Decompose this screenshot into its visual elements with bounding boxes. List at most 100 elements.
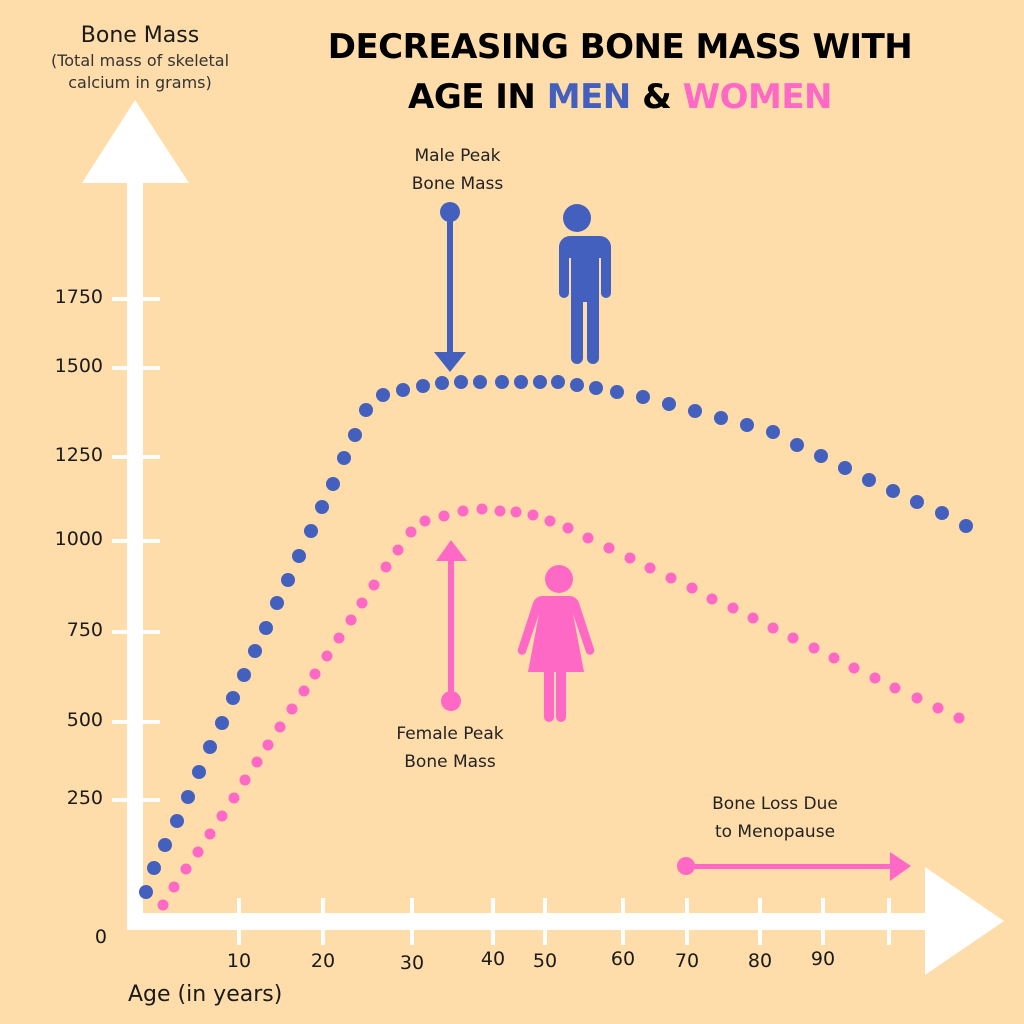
y-ticks — [112, 297, 160, 802]
men-data-point — [376, 388, 390, 402]
x-tick-label: 60 — [610, 948, 636, 970]
men-data-point — [570, 378, 584, 392]
women-data-point — [333, 632, 345, 644]
y-tick-mark — [112, 539, 160, 543]
male-peak-line-2: Bone Mass — [411, 174, 504, 194]
female-peak-line-2: Bone Mass — [404, 752, 496, 772]
women-series — [157, 503, 965, 911]
female-peak-arrow-icon — [436, 540, 467, 711]
female-peak-label: Female Peak Bone Mass — [350, 720, 550, 776]
men-data-point — [790, 438, 804, 452]
menopause-line-1: Bone Loss Due — [712, 794, 838, 814]
x-tick-mark — [321, 898, 325, 945]
men-data-point — [959, 519, 973, 533]
men-data-point — [396, 383, 410, 397]
men-data-point — [181, 790, 195, 804]
women-data-point — [828, 652, 840, 664]
men-data-point — [740, 418, 754, 432]
men-data-point — [662, 397, 676, 411]
y-axis-subtitle-2: calcium in grams) — [68, 73, 212, 92]
men-data-point — [688, 404, 702, 418]
women-data-point — [438, 510, 450, 522]
men-data-point — [215, 716, 229, 730]
men-data-point — [248, 644, 262, 658]
women-data-point — [848, 662, 860, 674]
x-tick-label: 50 — [532, 950, 558, 972]
men-data-point — [139, 885, 153, 899]
women-data-point — [706, 593, 718, 605]
men-data-point — [610, 385, 624, 399]
y-axis — [82, 100, 189, 930]
men-data-point — [838, 461, 852, 475]
y-tick-mark — [112, 798, 160, 802]
men-data-point — [636, 390, 650, 404]
man-icon — [556, 204, 611, 364]
men-data-point — [270, 596, 284, 610]
men-data-point — [862, 473, 876, 487]
x-tick-mark — [543, 898, 547, 945]
women-data-point — [747, 612, 759, 624]
men-data-point — [147, 861, 161, 875]
women-data-point — [911, 692, 923, 704]
men-data-point — [714, 411, 728, 425]
y-tick-mark — [112, 297, 160, 301]
women-data-point — [262, 739, 274, 751]
men-data-point — [454, 375, 468, 389]
women-data-point — [953, 712, 965, 724]
x-axis-arrow-icon — [925, 867, 1004, 975]
men-data-point — [203, 740, 217, 754]
menopause-arrow-icon — [677, 852, 911, 881]
women-data-point — [787, 632, 799, 644]
title-men: MEN — [546, 77, 632, 117]
women-data-point — [192, 846, 204, 858]
woman-icon — [517, 565, 595, 722]
x-tick-mark — [821, 898, 825, 945]
y-tick-mark — [112, 720, 160, 724]
men-data-point — [473, 375, 487, 389]
men-data-point — [315, 500, 329, 514]
men-data-point — [158, 838, 172, 852]
men-data-point — [435, 376, 449, 390]
women-data-point — [204, 828, 216, 840]
men-data-point — [226, 691, 240, 705]
women-data-point — [216, 810, 228, 822]
male-peak-arrow-icon — [434, 202, 466, 372]
women-data-point — [808, 642, 820, 654]
x-tick-label: 20 — [310, 950, 336, 972]
chart-title: DECREASING BONE MASS WITH AGE IN MEN & W… — [240, 22, 1000, 122]
menopause-line-2: to Menopause — [714, 822, 836, 842]
y-tick-label: 1500 — [54, 355, 103, 377]
y-axis-title: Bone Mass — [80, 23, 200, 48]
women-data-point — [180, 863, 192, 875]
y-tick-mark — [112, 366, 160, 370]
male-peak-label: Male Peak Bone Mass — [360, 142, 555, 198]
men-data-point — [259, 621, 273, 635]
men-data-point — [192, 765, 206, 779]
female-peak-line-1: Female Peak — [396, 724, 504, 744]
men-data-point — [589, 381, 603, 395]
x-ticks — [237, 898, 891, 945]
men-data-point — [886, 484, 900, 498]
women-data-point — [686, 582, 698, 594]
y-tick-zero: 0 — [94, 926, 107, 948]
x-tick-mark — [621, 898, 625, 945]
women-data-point — [510, 506, 522, 518]
y-tick-mark — [112, 630, 160, 634]
x-tick-mark — [410, 898, 414, 945]
women-data-point — [457, 505, 469, 517]
y-axis-arrow-icon — [82, 100, 189, 183]
women-data-point — [527, 509, 539, 521]
men-data-point — [292, 549, 306, 563]
women-data-point — [624, 552, 636, 564]
male-peak-line-1: Male Peak — [414, 146, 501, 166]
men-data-point — [551, 375, 565, 389]
men-data-point — [766, 425, 780, 439]
men-data-point — [348, 428, 362, 442]
x-tick-label: 40 — [480, 948, 506, 970]
women-data-point — [727, 602, 739, 614]
x-tick-mark — [758, 898, 762, 945]
women-data-point — [286, 703, 298, 715]
men-data-point — [281, 573, 295, 587]
men-data-point — [814, 449, 828, 463]
women-data-point — [380, 561, 392, 573]
